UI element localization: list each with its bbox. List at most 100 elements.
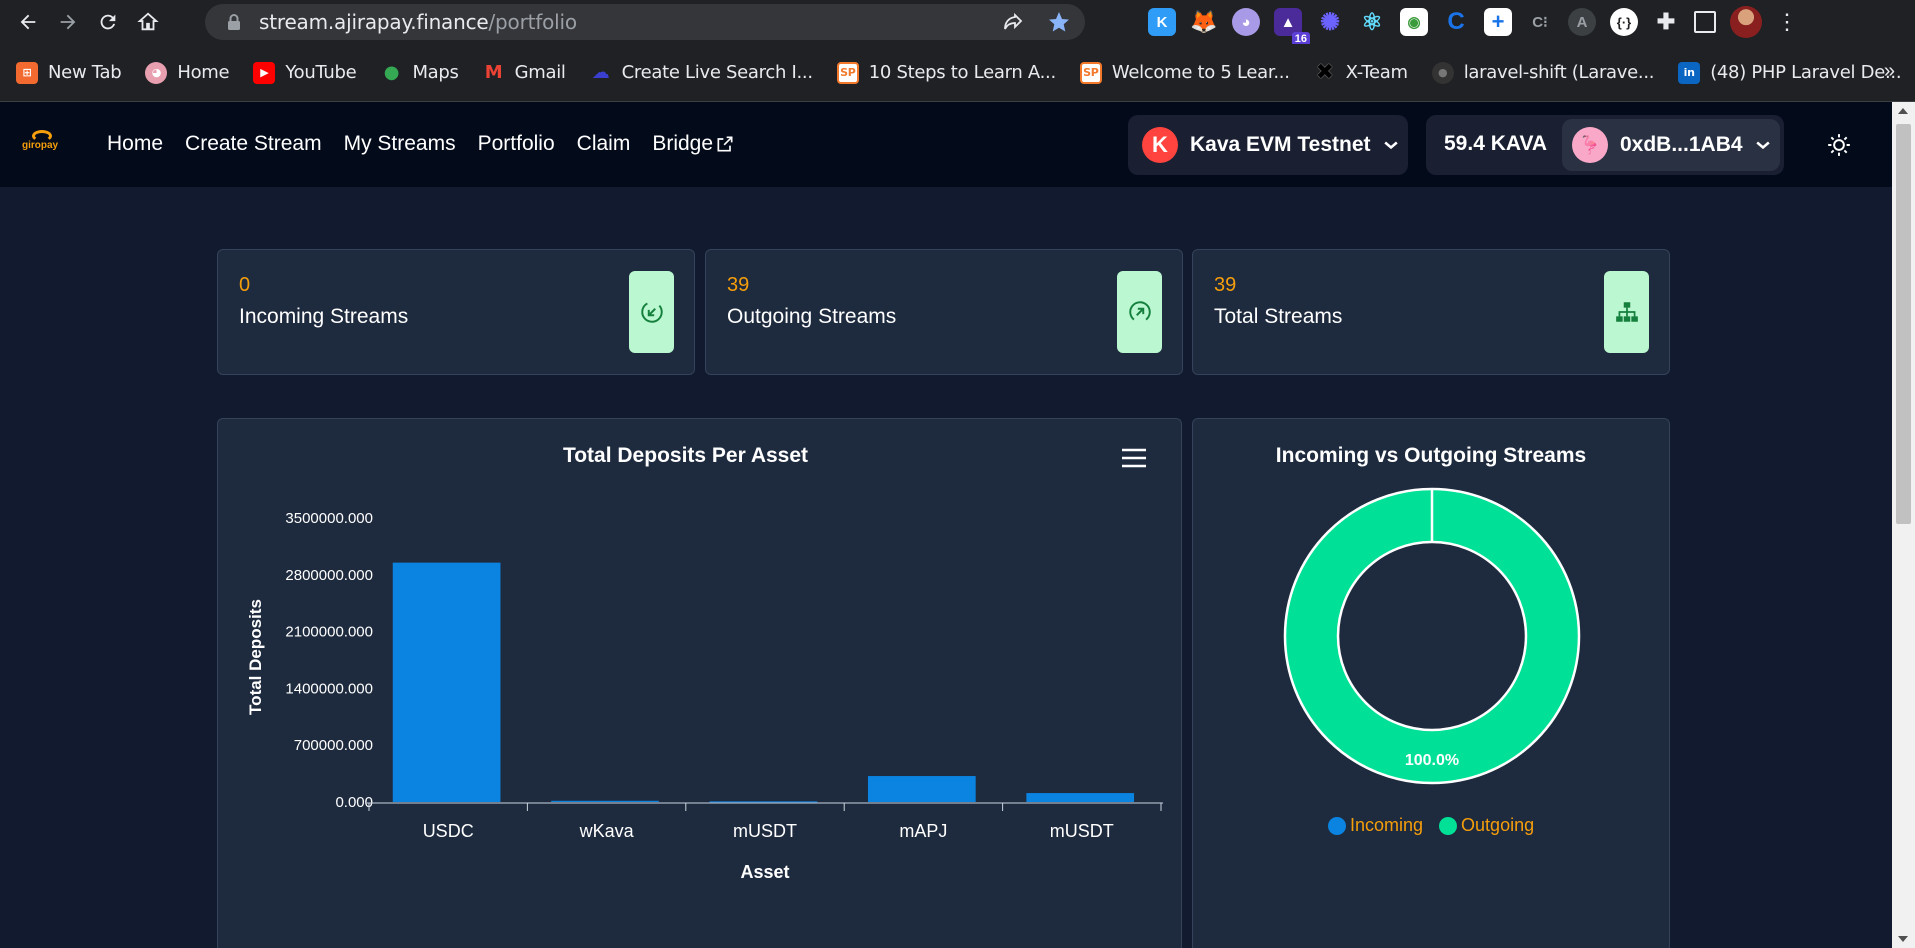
page-scrollbar[interactable]	[1892, 102, 1915, 948]
legend-item-outgoing[interactable]: Outgoing	[1439, 815, 1534, 836]
account-button[interactable]: 🦩 0xdB...1AB4	[1562, 119, 1780, 171]
cg-extension-icon[interactable]: C⁝	[1532, 14, 1548, 31]
legend-label-incoming: Incoming	[1350, 815, 1424, 835]
donut-slice-outgoing	[1285, 489, 1579, 783]
bookmark-gmail[interactable]: M Gmail	[483, 62, 566, 84]
x-tick-label: USDC	[423, 821, 474, 841]
y-tick-label: 2100000.000	[285, 624, 373, 641]
address-bar[interactable]: stream.ajirapay.finance/portfolio	[205, 4, 1085, 40]
donut-inner-border	[1336, 540, 1528, 732]
y-tick-label: 700000.000	[294, 737, 373, 754]
bar-musdt	[1026, 793, 1135, 802]
reload-button[interactable]	[88, 2, 128, 42]
home-icon	[137, 12, 159, 31]
a-circle-extension-icon[interactable]: A	[1568, 8, 1596, 36]
ghost-extension-icon[interactable]: ◕	[1232, 8, 1260, 36]
home-bookmark-icon: ◕	[145, 61, 168, 84]
legend-dot-incoming	[1328, 817, 1346, 836]
scroll-down-arrow-icon[interactable]	[1898, 936, 1908, 942]
chart-menu-icon[interactable]	[1122, 448, 1146, 468]
y-axis-title: Total Deposits	[246, 599, 265, 715]
total-streams-label: Total Streams	[1214, 305, 1343, 328]
scroll-up-arrow-icon[interactable]	[1898, 108, 1908, 114]
react-devtools-icon[interactable]: ⚛	[1361, 8, 1383, 36]
deposits-chart-card	[217, 418, 1182, 948]
new-tab-icon: ⊞	[16, 61, 38, 84]
network-selector[interactable]: K Kava EVM Testnet	[1128, 115, 1408, 175]
graduation-cap-extension-icon[interactable]: ▲ 16	[1274, 8, 1310, 46]
kaspersky-extension-icon[interactable]: K	[1148, 8, 1176, 36]
logo-ring-icon	[32, 130, 52, 142]
theme-toggle-sun-icon[interactable]	[1826, 132, 1852, 158]
extensions-row: K 🦊 ◕ ▲ 16 ✺ ⚛ ◉ C + C⁝ A {·} ✚ ⋮	[1148, 6, 1798, 46]
gear-flower-extension-icon[interactable]: ✺	[1319, 8, 1341, 36]
forward-button[interactable]	[48, 2, 88, 42]
profile-avatar[interactable]	[1730, 6, 1762, 38]
bookmark-laravel-shift[interactable]: ● laravel-shift (Larave...	[1431, 61, 1654, 84]
puzzle-icon[interactable]: ✚	[1656, 9, 1676, 34]
bookmark-x-team[interactable]: ✖ X-Team	[1315, 60, 1408, 85]
chevron-down-icon	[1383, 141, 1398, 150]
nav-my-streams[interactable]: My Streams	[343, 132, 456, 155]
linkedin-icon: in	[1678, 61, 1701, 84]
bookmark-welcome[interactable]: SP Welcome to 5 Lear...	[1079, 61, 1290, 84]
sp-icon: SP	[836, 61, 859, 84]
outgoing-streams-count: 39	[727, 274, 750, 296]
side-panel-icon[interactable]	[1694, 11, 1716, 33]
giropay-logo[interactable]: giropay	[22, 130, 60, 158]
bookmark-new-tab[interactable]: ⊞ New Tab	[16, 61, 122, 84]
nav-bridge-label: Bridge	[652, 132, 714, 155]
wallet-balance: 59.4 KAVA	[1444, 132, 1548, 155]
green-circle-extension-icon[interactable]: ◉	[1400, 8, 1428, 36]
legend-item-incoming[interactable]: Incoming	[1328, 815, 1423, 836]
chevron-down-icon	[1755, 141, 1770, 150]
share-icon[interactable]	[1001, 10, 1025, 34]
incoming-streams-label: Incoming Streams	[239, 305, 409, 328]
x-axis-title: Asset	[740, 862, 789, 882]
legend-dot-outgoing	[1439, 817, 1458, 836]
nav-home[interactable]: Home	[107, 132, 164, 155]
legend-label-outgoing: Outgoing	[1461, 815, 1535, 835]
nav-bridge[interactable]: Bridge	[652, 132, 735, 156]
incoming-streams-card: 0 Incoming Streams	[217, 249, 695, 375]
nav-portfolio[interactable]: Portfolio	[477, 132, 555, 155]
braces-extension-icon[interactable]: {·}	[1610, 8, 1638, 36]
x-tick-label: mUSDT	[733, 821, 797, 841]
bar-usdc	[392, 562, 501, 802]
home-button[interactable]	[128, 2, 168, 42]
y-tick-label: 2800000.000	[285, 567, 373, 584]
reload-icon	[100, 14, 116, 30]
bookmark-linkedin[interactable]: in (48) PHP Laravel De...	[1678, 61, 1902, 84]
x-team-icon: ✖	[1315, 60, 1334, 85]
scrollbar-thumb[interactable]	[1896, 124, 1911, 524]
github-icon: ●	[1431, 61, 1454, 84]
donut-chart: 100.0%	[1283, 487, 1581, 785]
c-extension-icon[interactable]: C	[1447, 8, 1465, 35]
bar-chart-title: Total Deposits Per Asset	[562, 444, 809, 467]
nav-create-stream[interactable]: Create Stream	[185, 132, 322, 155]
bar-chart: 0.000 700000.000 1400000.000 2100000.000 280…	[246, 510, 1163, 882]
nav-claim[interactable]: Claim	[576, 132, 631, 155]
sitemap-icon	[1604, 271, 1649, 353]
bookmark-live-search[interactable]: ☁ Create Live Search I...	[590, 62, 813, 84]
bookmark-youtube[interactable]: ▶ YouTube	[253, 61, 357, 84]
bookmark-maps[interactable]: ● Maps	[380, 62, 459, 84]
bookmark-home[interactable]: ◕ Home	[145, 61, 230, 84]
star-icon[interactable]	[1047, 10, 1071, 34]
network-name: Kava EVM Testnet	[1190, 133, 1371, 156]
external-link-icon	[717, 136, 733, 152]
back-button[interactable]	[8, 2, 48, 42]
bar-wkava	[551, 800, 659, 802]
metamask-fox-icon[interactable]: 🦊	[1190, 9, 1218, 34]
lock-icon	[228, 14, 240, 30]
x-tick-label: wKava	[579, 821, 635, 841]
plus-extension-icon[interactable]: +	[1484, 8, 1512, 36]
total-streams-count: 39	[1214, 274, 1237, 296]
pie-chart-title: Incoming vs Outgoing Streams	[1275, 444, 1587, 467]
kebab-menu-icon[interactable]: ⋮	[1776, 9, 1798, 34]
more-bookmarks-button[interactable]: »	[1883, 60, 1895, 82]
bookmark-10-steps[interactable]: SP 10 Steps to Learn A...	[836, 61, 1056, 84]
browser-toolbar: stream.ajirapay.finance/portfolio K 🦊 ◕ …	[0, 0, 1915, 46]
flamingo-avatar-icon: 🦩	[1572, 127, 1608, 163]
bookmarks-bar: ⊞ New Tab ◕ Home ▶ YouTube ● Maps M Gmail ☁ Cr…	[0, 44, 1915, 102]
